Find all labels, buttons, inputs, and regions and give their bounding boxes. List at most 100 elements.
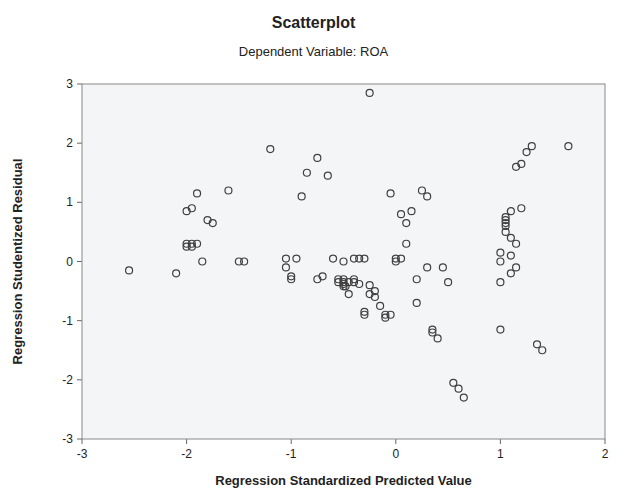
x-tick bbox=[291, 439, 292, 444]
point bbox=[398, 211, 405, 218]
page: {"chart_data": {"type": "scatter", "titl… bbox=[0, 0, 627, 501]
x-tick-label: 0 bbox=[392, 447, 399, 461]
x-tick bbox=[605, 439, 606, 444]
point bbox=[403, 240, 410, 247]
title: Scatterplot bbox=[272, 14, 356, 31]
x-tick-label: -2 bbox=[181, 447, 192, 461]
point bbox=[424, 193, 431, 200]
point bbox=[429, 329, 436, 336]
point bbox=[497, 279, 504, 286]
point bbox=[288, 276, 295, 283]
point bbox=[513, 264, 520, 271]
point bbox=[413, 276, 420, 283]
point bbox=[361, 311, 368, 318]
y-tick bbox=[77, 202, 82, 203]
point bbox=[366, 282, 373, 289]
x-tick-label: -3 bbox=[77, 447, 88, 461]
point bbox=[282, 264, 289, 271]
point bbox=[126, 267, 133, 274]
point bbox=[439, 264, 446, 271]
x-tick bbox=[395, 439, 396, 444]
point bbox=[194, 240, 201, 247]
point bbox=[455, 385, 462, 392]
point bbox=[528, 143, 535, 150]
x-axis-label: Regression Standardized Predicted Value bbox=[215, 473, 471, 488]
point bbox=[513, 240, 520, 247]
point bbox=[303, 169, 310, 176]
point bbox=[507, 234, 514, 241]
point bbox=[434, 335, 441, 342]
y-tick-label: -2 bbox=[62, 373, 73, 387]
y-tick-label: -3 bbox=[62, 432, 73, 446]
point bbox=[408, 208, 415, 215]
x-tick-label: 2 bbox=[602, 447, 609, 461]
point bbox=[387, 311, 394, 318]
y-tick bbox=[77, 320, 82, 321]
y-tick bbox=[77, 143, 82, 144]
x-tick bbox=[500, 439, 501, 444]
y-tick-label: 0 bbox=[66, 255, 73, 269]
point bbox=[361, 255, 368, 262]
point bbox=[319, 273, 326, 280]
point bbox=[518, 205, 525, 212]
subtitle: Dependent Variable: ROA bbox=[239, 44, 389, 59]
x-tick bbox=[186, 439, 187, 444]
point bbox=[502, 214, 509, 221]
point bbox=[241, 258, 248, 265]
axes: -3 -2 -1 0 1 2 -3 -2 -1 0 1 2 3 bbox=[62, 77, 608, 461]
x-tick-label: -1 bbox=[286, 447, 297, 461]
point bbox=[445, 279, 452, 286]
point bbox=[267, 146, 274, 153]
point bbox=[460, 394, 467, 401]
point bbox=[424, 264, 431, 271]
point bbox=[507, 252, 514, 259]
x-tick-label: 1 bbox=[497, 447, 504, 461]
point bbox=[507, 270, 514, 277]
y-tick bbox=[77, 84, 82, 85]
point bbox=[403, 220, 410, 227]
y-tick-label: 1 bbox=[66, 195, 73, 209]
point bbox=[173, 270, 180, 277]
point bbox=[209, 220, 216, 227]
point bbox=[188, 205, 195, 212]
y-axis-label: Regression Studentized Residual bbox=[10, 159, 25, 365]
point bbox=[356, 280, 363, 287]
point bbox=[518, 160, 525, 167]
point bbox=[450, 379, 457, 386]
x-tick bbox=[82, 439, 83, 444]
points bbox=[126, 89, 572, 401]
point bbox=[534, 341, 541, 348]
point bbox=[565, 143, 572, 150]
point bbox=[199, 258, 206, 265]
point bbox=[194, 190, 201, 197]
y-tick-label: -1 bbox=[62, 314, 73, 328]
point bbox=[497, 326, 504, 333]
plot-background bbox=[82, 84, 605, 439]
y-tick-label: 3 bbox=[66, 77, 73, 91]
point bbox=[497, 249, 504, 256]
point bbox=[330, 255, 337, 262]
point bbox=[497, 258, 504, 265]
point bbox=[293, 255, 300, 262]
point bbox=[298, 193, 305, 200]
chart: Scatterplot Dependent Variable: ROA -3 -2 -1… bbox=[0, 0, 627, 501]
point bbox=[387, 190, 394, 197]
point bbox=[366, 89, 373, 96]
point bbox=[539, 347, 546, 354]
point bbox=[324, 172, 331, 179]
point bbox=[418, 187, 425, 194]
y-tick bbox=[77, 439, 82, 440]
point bbox=[507, 208, 514, 215]
point bbox=[340, 258, 347, 265]
point bbox=[225, 187, 232, 194]
point bbox=[413, 299, 420, 306]
y-tick bbox=[77, 379, 82, 380]
point bbox=[523, 149, 530, 156]
plot-frame bbox=[82, 84, 605, 439]
y-tick-label: 2 bbox=[66, 136, 73, 150]
point bbox=[345, 291, 352, 298]
y-tick bbox=[77, 261, 82, 262]
point bbox=[314, 154, 321, 161]
point bbox=[371, 294, 378, 301]
point bbox=[282, 255, 289, 262]
